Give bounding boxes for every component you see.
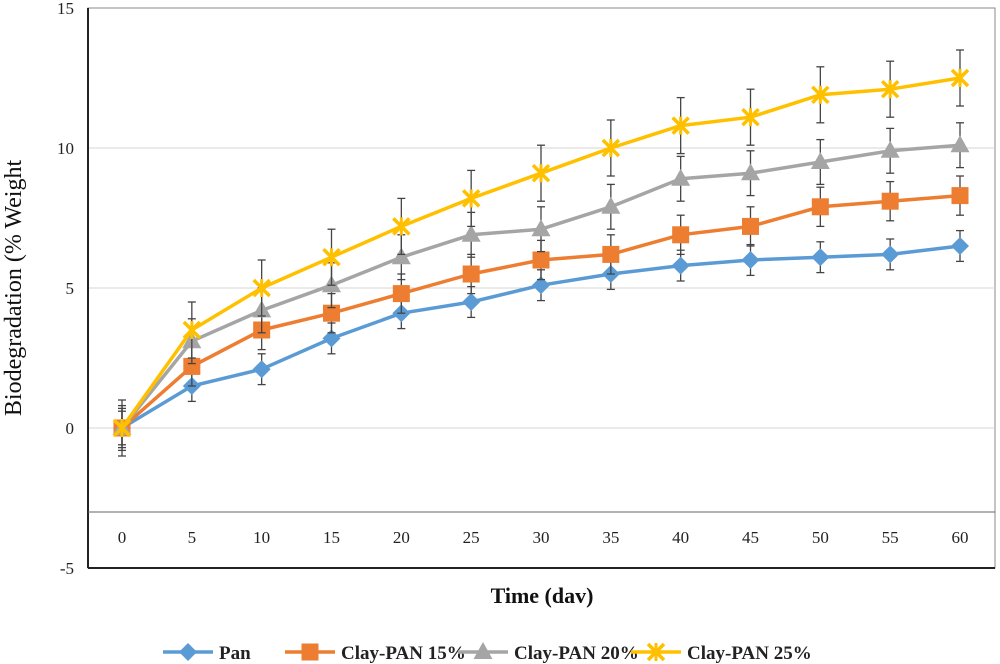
legend-marker bbox=[179, 643, 197, 661]
y-tick-labels: -5 0 5 10 15 bbox=[57, 0, 74, 578]
data-point bbox=[810, 152, 830, 169]
data-point bbox=[741, 107, 760, 127]
data-point bbox=[532, 251, 550, 269]
data-point bbox=[462, 293, 481, 311]
data-point bbox=[531, 219, 551, 237]
data-point bbox=[951, 237, 969, 255]
data-point bbox=[671, 256, 690, 275]
data-point bbox=[322, 329, 341, 348]
data-point bbox=[183, 357, 201, 375]
data-point bbox=[461, 224, 481, 242]
x-tick-label: 15 bbox=[323, 528, 340, 547]
legend: Pan Clay-PAN 15% Clay-PAN 20% Clay-PAN 25% bbox=[163, 642, 812, 664]
data-point bbox=[461, 189, 481, 208]
data-point bbox=[601, 138, 621, 158]
y-tick-label: 15 bbox=[57, 0, 74, 18]
data-point bbox=[951, 187, 969, 205]
data-point bbox=[252, 360, 271, 379]
series-2 bbox=[113, 175, 969, 449]
data-point bbox=[252, 278, 271, 298]
data-point bbox=[741, 251, 760, 269]
data-point bbox=[392, 217, 411, 236]
data-point bbox=[532, 276, 550, 295]
legend-label: Pan bbox=[219, 643, 251, 664]
data-point bbox=[391, 247, 411, 265]
data-point bbox=[602, 245, 620, 263]
data-point bbox=[881, 192, 899, 210]
data-point bbox=[531, 163, 551, 183]
x-tick-label: 5 bbox=[188, 528, 197, 547]
legend-marker bbox=[473, 642, 493, 659]
legend-marker bbox=[301, 643, 319, 661]
y-axis-title: Biodegradation (% Weight bbox=[1, 160, 27, 417]
legend-label: Clay-PAN 20% bbox=[514, 643, 639, 664]
legend-item: Clay-PAN 25% bbox=[631, 642, 812, 664]
y-tick-label: 5 bbox=[66, 279, 75, 298]
x-tick-label: 25 bbox=[463, 528, 480, 547]
x-tick-label: 35 bbox=[602, 528, 619, 547]
data-point bbox=[741, 163, 760, 181]
data-point bbox=[462, 265, 480, 283]
x-tick-label: 50 bbox=[812, 528, 829, 547]
data-point bbox=[671, 116, 690, 135]
data-point bbox=[811, 248, 830, 267]
data-point bbox=[950, 68, 970, 88]
series-layer bbox=[112, 49, 970, 457]
data-point bbox=[322, 247, 341, 267]
data-point bbox=[671, 168, 691, 186]
x-tick-label: 40 bbox=[672, 528, 689, 547]
data-point bbox=[742, 217, 759, 235]
data-point bbox=[811, 85, 830, 105]
legend-item: Clay-PAN 20% bbox=[458, 642, 639, 664]
data-point bbox=[392, 285, 410, 303]
data-point bbox=[811, 198, 829, 216]
x-tick-label: 30 bbox=[533, 528, 550, 547]
x-tick-label: 10 bbox=[253, 528, 270, 547]
x-tick-label: 60 bbox=[952, 528, 969, 547]
series-4 bbox=[112, 49, 970, 457]
y-tick-label: 0 bbox=[66, 419, 75, 438]
y-tick-label: 10 bbox=[57, 139, 74, 158]
x-tick-label: 55 bbox=[882, 528, 899, 547]
plot-area: -5 0 5 10 15 0 5 10 15 20 25 30 35 40 45 50 55 60 bbox=[57, 0, 996, 578]
data-point bbox=[672, 226, 690, 244]
x-axis-title: Time (dav) bbox=[491, 583, 594, 608]
data-point bbox=[323, 304, 340, 322]
x-tick-label: 45 bbox=[742, 528, 759, 547]
axes bbox=[87, 8, 995, 569]
legend-label: Clay-PAN 25% bbox=[687, 643, 812, 664]
legend-marker bbox=[646, 642, 666, 662]
data-point bbox=[112, 418, 132, 438]
x-tick-labels: 0 5 10 15 20 25 30 35 40 45 50 55 60 bbox=[118, 528, 969, 547]
legend-item: Pan bbox=[163, 643, 251, 664]
data-point bbox=[601, 196, 621, 214]
legend-item: Clay-PAN 15% bbox=[285, 643, 466, 664]
data-point bbox=[880, 79, 900, 99]
data-point bbox=[182, 320, 202, 340]
y-tick-label: -5 bbox=[60, 559, 74, 578]
data-point bbox=[880, 140, 900, 158]
legend-label: Clay-PAN 15% bbox=[341, 643, 466, 664]
data-point bbox=[881, 245, 900, 264]
x-tick-label: 0 bbox=[118, 528, 127, 547]
data-point bbox=[950, 135, 970, 153]
x-tick-label: 20 bbox=[393, 528, 410, 547]
